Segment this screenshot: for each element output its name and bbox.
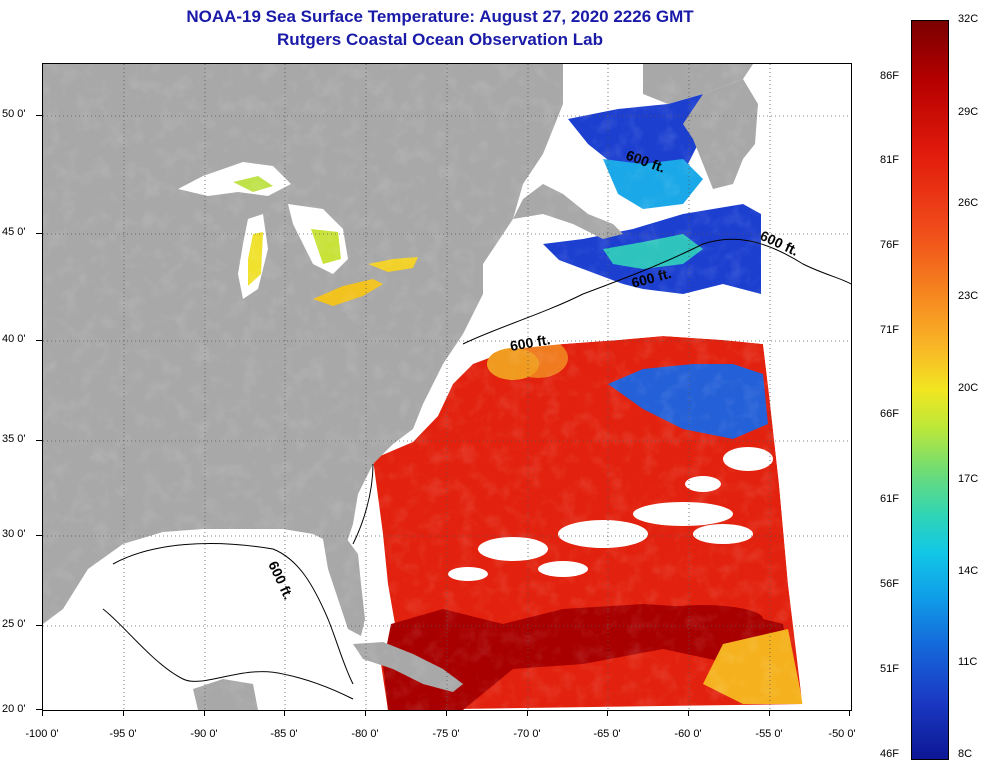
lon-label-100: -100 0': [25, 728, 59, 740]
colorbar-fahrenheit-label: 61F: [880, 493, 899, 505]
lon-label-95: -95 0': [109, 728, 137, 740]
lat-label-20: 20 0': [2, 703, 26, 715]
texture-overlay: [43, 64, 851, 710]
lon-tick: [446, 710, 447, 716]
lon-tick: [123, 710, 124, 716]
lon-label-65: -65 0': [593, 728, 621, 740]
lat-tick: [36, 115, 42, 116]
colorbar-fahrenheit-label: 46F: [880, 748, 899, 760]
lat-label-45: 45 0': [2, 226, 26, 238]
lon-label-80: -80 0': [351, 728, 379, 740]
lon-label-70: -70 0': [513, 728, 541, 740]
colorbar-celsius-label: 14C: [958, 565, 979, 577]
lon-tick: [42, 710, 43, 716]
lon-tick: [688, 710, 689, 716]
lon-tick: [284, 710, 285, 716]
colorbar-celsius-label: 29C: [958, 106, 979, 118]
colorbar-fahrenheit-label: 51F: [880, 663, 899, 675]
lat-tick: [36, 340, 42, 341]
lon-tick: [849, 710, 850, 716]
sst-map[interactable]: 600 ft. 600 ft. 600 ft. 600 ft. 600 ft.: [42, 63, 852, 711]
colorbar-fahrenheit-label: 86F: [880, 70, 899, 82]
lon-tick: [769, 710, 770, 716]
sst-map-canvas: 600 ft. 600 ft. 600 ft. 600 ft. 600 ft.: [43, 64, 851, 710]
lon-label-55: -55 0': [755, 728, 783, 740]
lat-label-40: 40 0': [2, 333, 26, 345]
lat-tick: [36, 233, 42, 234]
colorbar-fahrenheit-label: 56F: [880, 578, 899, 590]
lat-label-50: 50 0': [2, 108, 26, 120]
colorbar-celsius-label: 20C: [958, 382, 979, 394]
map-title: NOAA-19 Sea Surface Temperature: August …: [186, 7, 694, 26]
lon-label-50: -50 0': [828, 728, 856, 740]
lat-label-30: 30 0': [2, 528, 26, 540]
lon-tick: [365, 710, 366, 716]
lat-tick: [36, 440, 42, 441]
lon-label-75: -75 0': [432, 728, 460, 740]
lat-label-25: 25 0': [2, 618, 26, 630]
lat-tick: [36, 709, 42, 710]
colorbar-fahrenheit-label: 66F: [880, 408, 899, 420]
lon-label-85: -85 0': [270, 728, 298, 740]
colorbar-celsius-label: 11C: [958, 656, 978, 668]
lon-label-60: -60 0': [674, 728, 702, 740]
lon-tick: [204, 710, 205, 716]
colorbar-fahrenheit-label: 71F: [880, 324, 899, 336]
lat-label-35: 35 0': [2, 433, 26, 445]
map-subtitle: Rutgers Coastal Ocean Observation Lab: [277, 30, 603, 49]
temperature-colorbar: [911, 20, 949, 760]
colorbar-fahrenheit-label: 76F: [880, 239, 899, 251]
colorbar-celsius-label: 26C: [958, 197, 979, 209]
colorbar-celsius-label: 23C: [958, 290, 979, 302]
lon-tick: [527, 710, 528, 716]
lat-tick: [36, 535, 42, 536]
colorbar-fahrenheit-label: 81F: [880, 154, 899, 166]
lat-tick: [36, 625, 42, 626]
colorbar-celsius-label: 32C: [958, 13, 979, 25]
colorbar-celsius-label: 17C: [958, 473, 979, 485]
colorbar-celsius-label: 8C: [958, 748, 973, 760]
lon-label-90: -90 0': [190, 728, 218, 740]
lon-tick: [607, 710, 608, 716]
